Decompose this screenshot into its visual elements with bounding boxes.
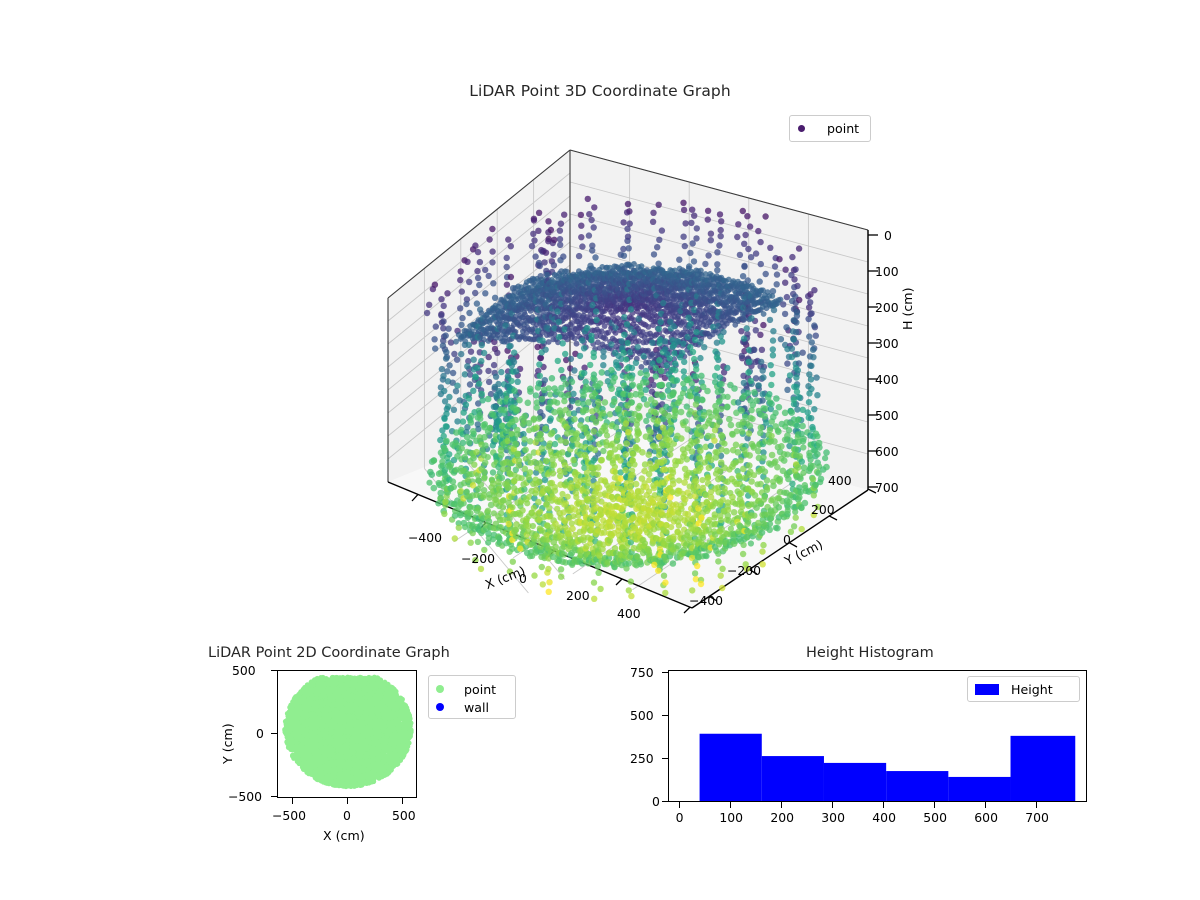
xtick-200: 200 [566,588,590,603]
plot2d-xtick--500: −500 [272,808,307,823]
wall-marker-icon [436,703,444,711]
hist-xtick-mark-200 [781,802,783,808]
legend-label-point: point [464,681,497,697]
plot3d-axes[interactable] [300,130,920,630]
ytick-400: 400 [828,473,852,488]
plot2d-xlabel: X (cm) [323,828,365,843]
plot2d-legend[interactable]: point wall [428,675,516,719]
hist-xtick-600: 600 [974,810,998,825]
plot2d-xtick-500: 500 [392,808,416,823]
point-marker-icon [436,685,444,693]
zaxis-ticks [868,234,878,488]
plot2d-ytick-0: 0 [256,726,264,741]
hist-xtick-200: 200 [770,810,795,825]
plot2d-ytick-500: 500 [232,663,256,678]
xtick-mark-500 [402,798,404,804]
histogram-bar [948,776,1011,801]
hist-xtick-700: 700 [1025,810,1049,825]
hist-xtick-mark-500 [934,802,936,808]
plot2d-ytick--500: −500 [228,789,263,804]
hist-ytick-250: 250 [630,751,654,766]
xtick--200: −200 [461,551,496,566]
xtick-mark-0 [347,798,349,804]
plot2d-xtick-0: 0 [343,808,351,823]
histogram-title: Height Histogram [806,645,934,661]
plot2d-title: LiDAR Point 2D Coordinate Graph [208,645,450,661]
legend-entry-height: Height [975,682,1053,697]
point-cloud-2d [282,674,414,790]
histogram-bar [699,733,762,801]
hist-ytick-750: 750 [630,665,654,680]
ytick-mark--500 [271,796,277,798]
histogram-bars [699,733,1076,801]
height-swatch-icon [975,683,999,695]
yaxis-ticks [708,488,877,602]
plot2d-canvas [282,674,414,790]
xtick--400: −400 [408,530,443,545]
hist-xtick-mark-600 [985,802,987,808]
histogram-bar [761,756,824,801]
ztick-500: 500 [875,408,899,423]
ytick-200: 200 [811,502,835,517]
ztick-600: 600 [875,444,899,459]
grid-left [387,149,571,469]
ztick-400: 400 [875,372,899,387]
hist-xtick-mark-0 [679,802,681,808]
hist-ytick-0: 0 [652,794,660,809]
ztick-300: 300 [875,336,899,351]
plot3d-zlabel: H (cm) [900,287,915,331]
plot2d-axes[interactable] [277,670,417,798]
hist-xtick-300: 300 [821,810,845,825]
hist-ytick-mark-0 [662,801,668,803]
hist-xtick-mark-400 [883,802,885,808]
hist-ytick-mark-250 [662,758,668,760]
point-cloud-3d [423,195,830,602]
point-marker-icon [798,125,805,132]
legend-label-height: Height [1011,681,1053,697]
hist-ytick-mark-500 [662,715,668,717]
hist-xtick-mark-300 [832,802,834,808]
histogram-bar [823,762,887,801]
ztick-200: 200 [875,300,899,315]
hist-xtick-500: 500 [923,810,947,825]
ytick-0: 0 [783,532,791,547]
legend-entry-wall: wall [436,698,508,716]
hist-ytick-mark-750 [662,672,668,674]
plot3d-canvas [387,149,878,614]
hist-xtick-mark-100 [730,802,732,808]
legend-label-point: point [827,121,860,136]
hist-ytick-500: 500 [630,708,654,723]
hist-xtick-400: 400 [872,810,896,825]
histogram-legend[interactable]: Height [967,676,1080,702]
ztick-700: 700 [875,480,899,495]
histogram-canvas [699,733,1076,801]
hist-xtick-mark-700 [1036,802,1038,808]
hist-xtick-0: 0 [675,810,684,825]
ytick-mark-500 [271,670,277,672]
histogram-bar [886,771,949,801]
xtick-0: 0 [519,571,527,586]
histogram-bar [1010,735,1076,801]
hist-xtick-100: 100 [719,810,744,825]
plot3d-title: LiDAR Point 3D Coordinate Graph [469,82,731,100]
legend-entry-point: point [436,680,508,698]
plot3d-legend[interactable]: point [789,115,871,142]
xtick-400: 400 [617,606,641,621]
ztick-0: 0 [884,228,892,243]
ytick-mark-0 [271,733,277,735]
plot2d-ylabel: Y (cm) [220,723,235,764]
legend-label-wall: wall [464,699,490,715]
ztick-100: 100 [875,264,899,279]
ytick--400: −400 [689,593,724,608]
legend-entry-point: point [798,121,859,136]
xtick-mark--500 [292,798,294,804]
ytick--200: −200 [727,563,762,578]
